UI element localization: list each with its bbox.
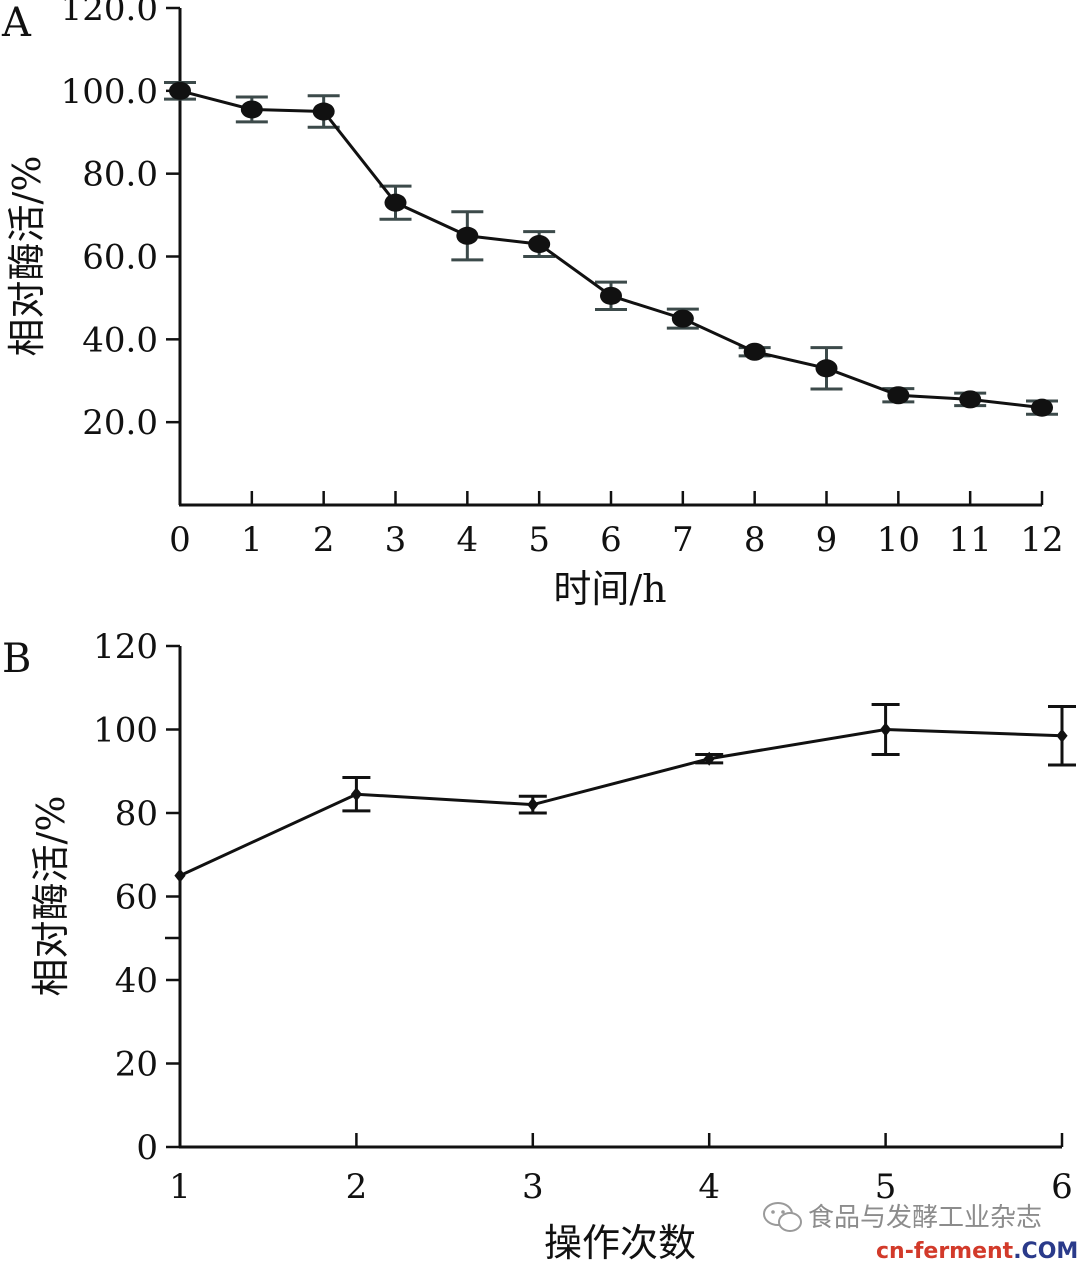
y-tick-label: 100 bbox=[93, 711, 158, 751]
series-line bbox=[179, 89, 1043, 410]
data-point bbox=[384, 193, 407, 212]
x-tick-label: 1 bbox=[241, 520, 263, 560]
watermark-site-prefix: cn-ferment bbox=[876, 1239, 1014, 1264]
y-tick-label: 20 bbox=[115, 1045, 158, 1085]
series-line bbox=[179, 727, 1063, 877]
y-tick-label: 80 bbox=[115, 794, 158, 834]
panel-b-letter: B bbox=[2, 636, 31, 682]
y-tick-label: 60.0 bbox=[82, 238, 158, 278]
data-point bbox=[880, 722, 892, 737]
watermark-site-suffix: .COM bbox=[1013, 1239, 1078, 1264]
watermark-brand-text: 食品与发酵工业杂志 bbox=[808, 1203, 1042, 1233]
y-tick-label: 60 bbox=[115, 878, 158, 918]
x-tick-label: 6 bbox=[1051, 1167, 1073, 1207]
x-tick-label: 2 bbox=[313, 520, 335, 560]
x-tick-label: 4 bbox=[698, 1167, 720, 1207]
data-point bbox=[240, 100, 263, 119]
data-point bbox=[600, 286, 622, 305]
data-point bbox=[887, 386, 910, 405]
x-tick-label: 5 bbox=[875, 1167, 897, 1207]
y-tick-label: 20.0 bbox=[82, 403, 158, 443]
y-tick-label: 100.0 bbox=[61, 72, 158, 112]
y-tick-label: 0 bbox=[136, 1128, 158, 1168]
y-tick-label: 80.0 bbox=[82, 155, 158, 195]
data-point bbox=[1056, 728, 1068, 743]
y-tick-label: 120.0 bbox=[61, 0, 158, 29]
data-point bbox=[312, 102, 335, 121]
y-tick-label: 40.0 bbox=[82, 320, 158, 360]
x-tick-label: 8 bbox=[744, 520, 766, 560]
panel-a-letter: A bbox=[1, 0, 32, 46]
data-point bbox=[815, 359, 838, 378]
data-point bbox=[528, 235, 551, 254]
data-point bbox=[174, 868, 186, 883]
x-tick-label: 10 bbox=[877, 520, 920, 560]
panel-a: A 相对酶活/% 时间/h 20.0 40.0 60.0 80.0 100.0 120.0… bbox=[1, 0, 1064, 611]
x-tick-label: 7 bbox=[672, 520, 694, 560]
data-point bbox=[527, 797, 539, 812]
y-tick-label: 120 bbox=[93, 627, 158, 667]
data-point bbox=[671, 309, 694, 328]
x-tick-label: 9 bbox=[816, 520, 838, 560]
x-tick-label: 4 bbox=[457, 520, 479, 560]
x-tick-label: 3 bbox=[522, 1167, 544, 1207]
panel-b-x-axis-title: 操作次数 bbox=[544, 1221, 696, 1264]
x-tick-label: 6 bbox=[600, 520, 622, 560]
panel-a-y-axis-title: 相对酶活/% bbox=[5, 156, 49, 357]
x-tick-label: 2 bbox=[346, 1167, 368, 1207]
data-point bbox=[456, 226, 479, 245]
x-tick-label: 3 bbox=[385, 520, 407, 560]
x-tick-label: 0 bbox=[169, 520, 191, 560]
x-tick-label: 5 bbox=[528, 520, 550, 560]
data-point bbox=[703, 751, 715, 766]
data-point bbox=[743, 342, 766, 361]
y-tick-label: 40 bbox=[115, 961, 158, 1001]
panel-b-y-axis-title: 相对酶活/% bbox=[29, 796, 73, 997]
wechat-icon bbox=[763, 1202, 802, 1232]
x-tick-label: 11 bbox=[949, 520, 992, 560]
data-point bbox=[959, 390, 982, 409]
data-point bbox=[350, 787, 362, 802]
panel-b: B 相对酶活/% 操作次数 0 20 40 60 80 100 120 1 2 3 4 5 6 bbox=[2, 627, 1076, 1264]
x-tick-label: 12 bbox=[1020, 520, 1063, 560]
watermark-site: cn-ferment.COM bbox=[876, 1239, 1078, 1264]
panel-a-x-axis-title: 时间/h bbox=[553, 567, 666, 611]
data-point bbox=[169, 81, 191, 100]
x-tick-label: 1 bbox=[169, 1167, 191, 1207]
watermark: 食品与发酵工业杂志 cn-ferment.COM bbox=[763, 1202, 1078, 1264]
data-point bbox=[1031, 398, 1053, 417]
